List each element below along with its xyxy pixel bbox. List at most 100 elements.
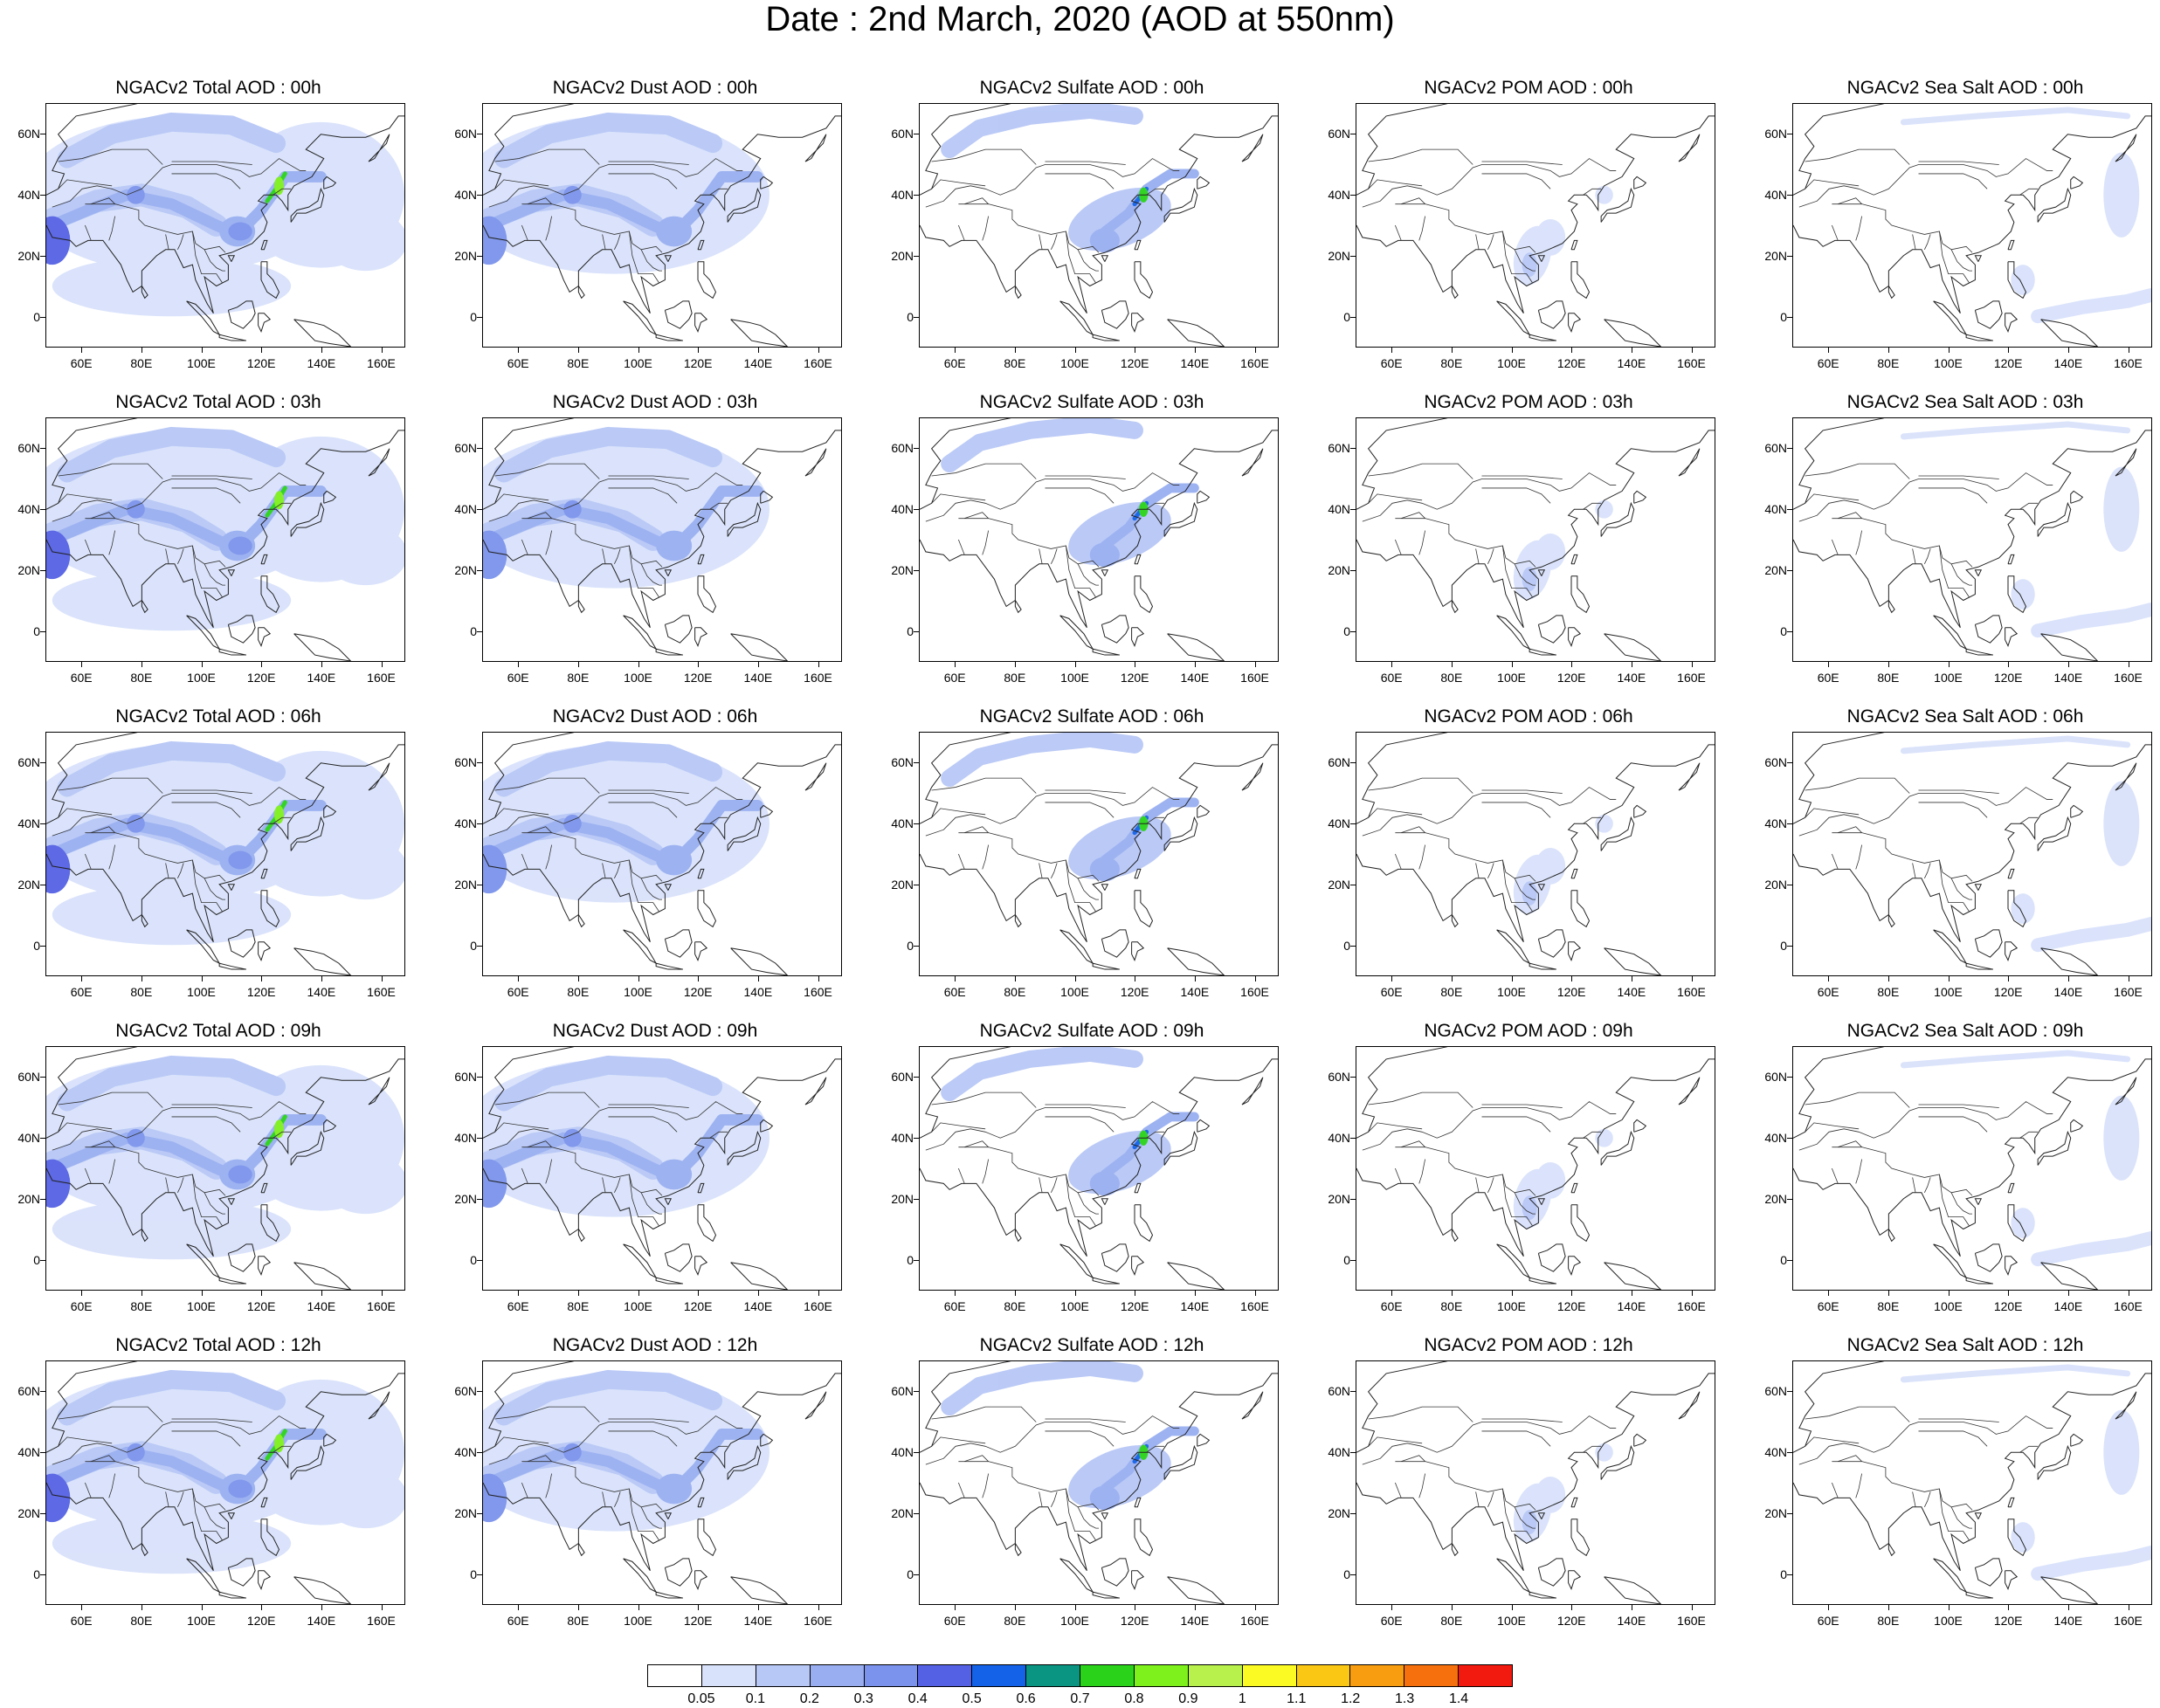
longitude-label: 120E bbox=[1993, 1299, 2023, 1313]
aod-band bbox=[493, 1369, 723, 1426]
aod-patch bbox=[1089, 542, 1120, 568]
longitude-label: 60E bbox=[70, 1614, 93, 1628]
coastline bbox=[186, 615, 221, 651]
panel-title: NGACv2 POM AOD : 06h bbox=[1424, 706, 1633, 727]
map-frame bbox=[1792, 732, 2152, 976]
country-border bbox=[521, 853, 528, 870]
latitude-label: 60N bbox=[891, 1384, 914, 1398]
longitude-label: 140E bbox=[1617, 671, 1646, 685]
latitude-tick bbox=[1350, 195, 1356, 196]
country-border bbox=[1832, 1482, 1839, 1498]
country-border bbox=[1832, 518, 1973, 568]
coastline bbox=[1092, 334, 1120, 341]
longitude-label: 60E bbox=[507, 1299, 529, 1313]
country-border bbox=[1401, 1140, 1425, 1148]
longitude-label: 140E bbox=[1617, 1299, 1646, 1313]
country-border bbox=[177, 234, 184, 250]
aod-patch bbox=[323, 838, 404, 900]
map-frame bbox=[919, 1360, 1279, 1605]
latitude-label: 20N bbox=[17, 878, 40, 892]
coastline bbox=[694, 1256, 708, 1276]
longitude-tick bbox=[141, 976, 142, 981]
country-border bbox=[2019, 1445, 2039, 1453]
longitude-label: 100E bbox=[187, 356, 216, 370]
coastline bbox=[694, 1570, 708, 1590]
aod-patch bbox=[2103, 781, 2140, 866]
coastline bbox=[1163, 1130, 1198, 1166]
coastline bbox=[260, 239, 268, 251]
longitude-label: 160E bbox=[2114, 1299, 2143, 1313]
longitude-tick bbox=[2067, 1605, 2069, 1610]
coastline bbox=[2115, 762, 2137, 791]
latitude-tick bbox=[40, 823, 45, 824]
coastline bbox=[368, 762, 390, 791]
country-border bbox=[85, 539, 92, 555]
coastline bbox=[290, 187, 325, 223]
coastline bbox=[1167, 633, 1225, 661]
longitude-label: 100E bbox=[624, 1614, 652, 1628]
country-border bbox=[709, 816, 728, 824]
colorbar-swatch bbox=[1026, 1665, 1080, 1686]
country-border bbox=[177, 1491, 184, 1507]
coastline bbox=[293, 947, 352, 975]
latitude-tick bbox=[1350, 631, 1356, 632]
colorbar-swatch bbox=[648, 1665, 702, 1686]
coastline bbox=[730, 947, 789, 975]
coastline bbox=[577, 600, 585, 614]
longitude-label: 80E bbox=[1440, 1299, 1463, 1313]
longitude-label: 60E bbox=[1817, 671, 1839, 685]
coastline bbox=[697, 1497, 705, 1508]
longitude-tick bbox=[955, 348, 956, 353]
country-border bbox=[925, 787, 1180, 837]
coastlines bbox=[1356, 418, 1715, 661]
country-border bbox=[1583, 816, 1602, 824]
aod-field bbox=[941, 1047, 1199, 1196]
country-border bbox=[204, 563, 225, 586]
country-border bbox=[52, 1101, 307, 1151]
country-border bbox=[1805, 808, 1860, 818]
country-border bbox=[1065, 1488, 1096, 1541]
coastline bbox=[2005, 1570, 2019, 1590]
longitude-tick bbox=[518, 662, 520, 667]
coastline bbox=[664, 1512, 673, 1519]
coastline bbox=[1537, 929, 1566, 958]
country-border bbox=[608, 789, 689, 794]
latitude-label: 20N bbox=[1328, 878, 1350, 892]
country-border bbox=[58, 1406, 163, 1422]
country-border bbox=[521, 1482, 528, 1498]
longitude-label: 140E bbox=[1180, 1299, 1210, 1313]
latitude-label: 40N bbox=[454, 1131, 477, 1145]
country-border bbox=[1924, 1177, 1931, 1193]
longitude-label: 80E bbox=[1440, 985, 1463, 999]
country-border bbox=[608, 1116, 678, 1133]
longitude-label: 100E bbox=[1934, 356, 1963, 370]
latitude-tick bbox=[477, 195, 482, 196]
country-border bbox=[1805, 1436, 1860, 1447]
country-border bbox=[1918, 173, 1988, 189]
country-border bbox=[1918, 789, 1999, 794]
country-border bbox=[1918, 161, 1999, 165]
longitude-tick bbox=[1451, 348, 1453, 353]
latitude-tick bbox=[914, 823, 919, 824]
coastline bbox=[1633, 1433, 1647, 1447]
coastlines bbox=[46, 104, 404, 347]
coastline bbox=[227, 929, 256, 958]
latitude-label: 0 bbox=[33, 939, 40, 953]
longitude-label: 80E bbox=[567, 985, 590, 999]
country-border bbox=[1401, 826, 1425, 834]
country-border bbox=[1481, 802, 1551, 818]
latitude-tick bbox=[1350, 448, 1356, 449]
country-border bbox=[108, 216, 116, 241]
coastline bbox=[1241, 762, 1264, 791]
country-border bbox=[1051, 863, 1058, 878]
country-border bbox=[1481, 173, 1551, 189]
longitude-label: 80E bbox=[1004, 356, 1026, 370]
longitude-label: 120E bbox=[1556, 985, 1586, 999]
aod-map bbox=[920, 1361, 1278, 1604]
coastline bbox=[623, 929, 658, 965]
coastline bbox=[697, 239, 705, 251]
longitude-label: 140E bbox=[2053, 985, 2083, 999]
longitude-tick bbox=[2008, 662, 2010, 667]
latitude-tick bbox=[477, 631, 482, 632]
coastline bbox=[260, 575, 280, 614]
